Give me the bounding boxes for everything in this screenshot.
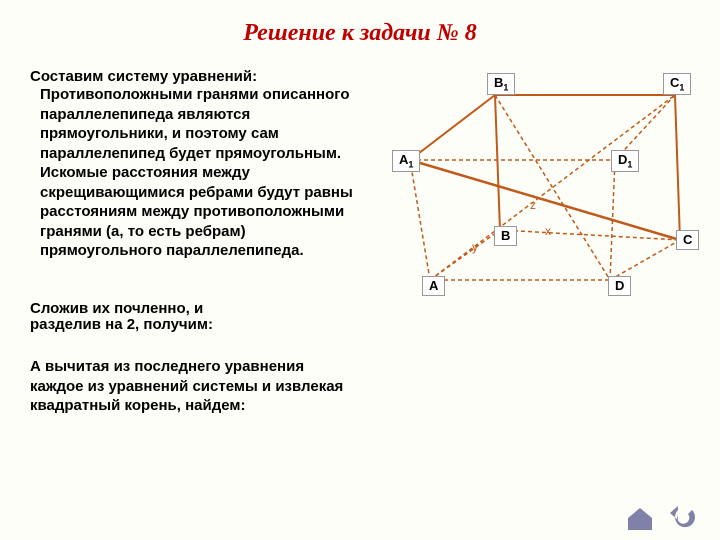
paragraph-2: Противоположными гранями описанного пара… <box>40 85 354 261</box>
vertex-label-A: A <box>422 276 445 296</box>
axis-label-z: z <box>530 198 536 212</box>
vertex-label-C: C <box>676 230 699 250</box>
diagram-svg <box>400 80 690 300</box>
vertex-label-C1: C1 <box>663 73 691 95</box>
home-icon[interactable] <box>624 504 656 532</box>
return-icon[interactable] <box>668 504 700 532</box>
page-title: Решение к задачи № 8 <box>0 0 720 47</box>
vertex-label-D: D <box>608 276 631 296</box>
axis-label-x: x <box>545 224 551 238</box>
paragraph-1: Составим систему уравнений: <box>30 67 360 87</box>
vertex-label-A1: A1 <box>392 150 420 172</box>
axis-label-y: y <box>472 240 478 254</box>
nav-bar <box>624 504 700 532</box>
parallelepiped-diagram: B1C1A1D1BCAD xyz <box>400 80 690 300</box>
paragraph-5: А вычитая из последнего уравнения каждое… <box>30 357 360 416</box>
paragraph-4: разделив на 2, получим: <box>30 315 360 335</box>
vertex-label-D1: D1 <box>611 150 639 172</box>
vertex-label-B1: B1 <box>487 73 515 95</box>
vertex-label-B: B <box>494 226 517 246</box>
